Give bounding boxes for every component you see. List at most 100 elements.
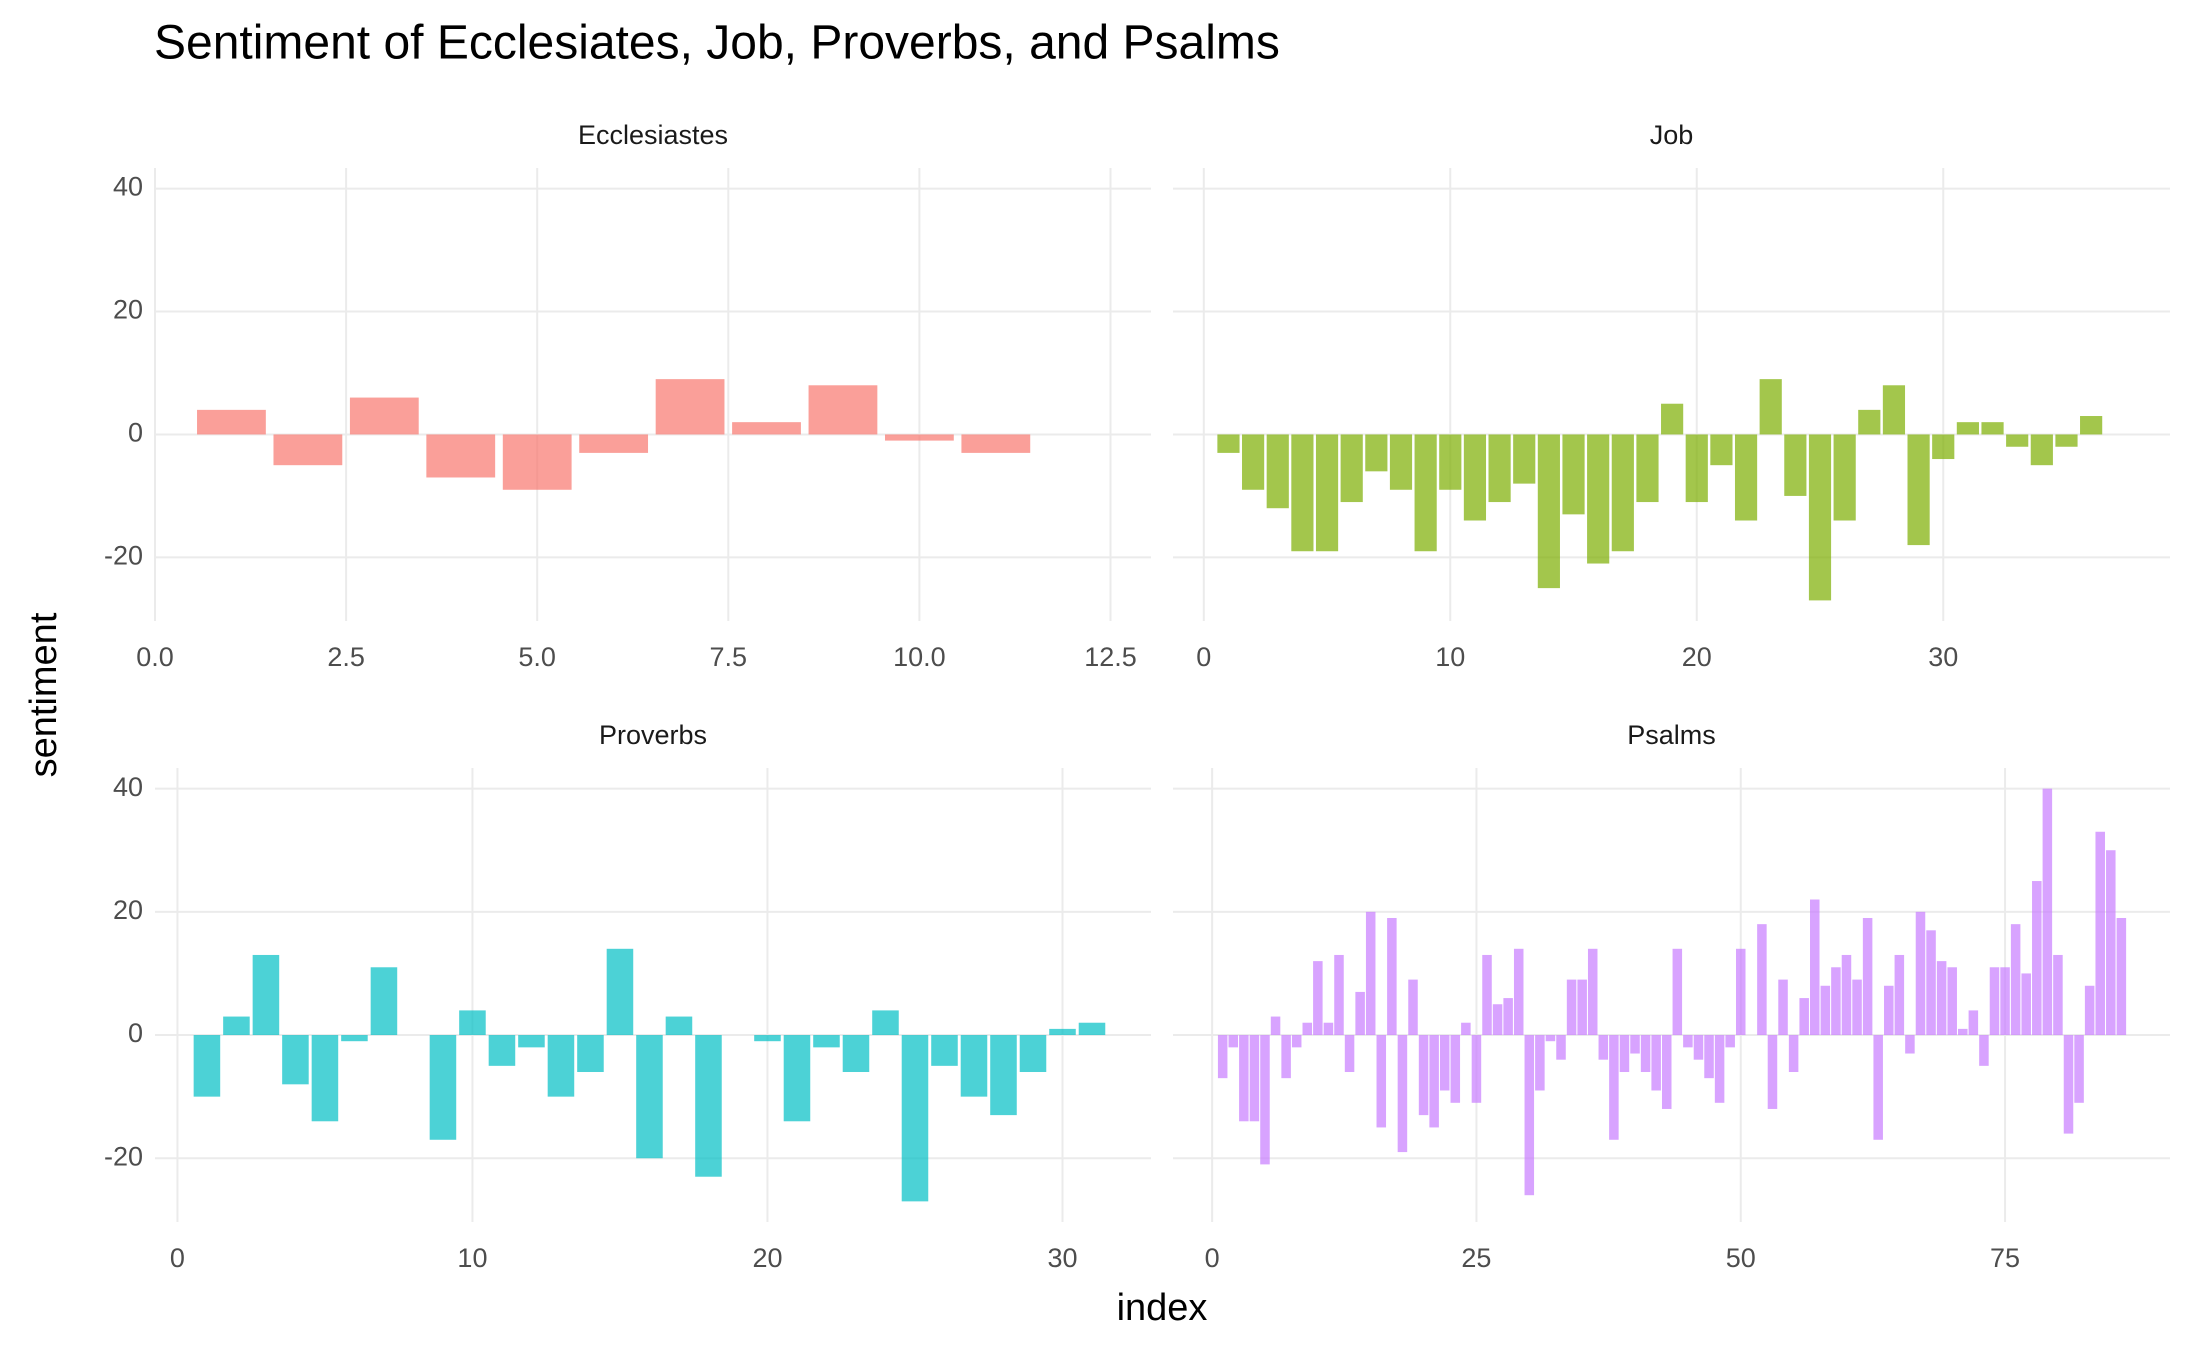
bar (518, 1035, 545, 1048)
bar (1884, 985, 1894, 1036)
x-tick-label: 2.5 (327, 642, 365, 672)
y-tick-label: -20 (104, 541, 143, 571)
bar (579, 434, 649, 453)
bar (1907, 434, 1930, 546)
bar (1799, 998, 1809, 1036)
bar (783, 1035, 811, 1122)
bar (1926, 930, 1936, 1036)
bar (1936, 961, 1947, 1036)
bar (341, 1035, 368, 1042)
y-axis-title: sentiment (23, 612, 65, 777)
bar (1344, 1035, 1355, 1073)
bar (1217, 434, 1240, 453)
bar (1810, 899, 1820, 1036)
x-tick-label: 5.0 (518, 642, 556, 672)
bar (1429, 1035, 1439, 1128)
bar (311, 1035, 339, 1122)
bar (1759, 379, 1782, 435)
bar (1767, 1035, 1778, 1109)
bar (1389, 434, 1413, 490)
bar (1323, 1022, 1334, 1036)
bar (1833, 434, 1856, 521)
y-tick-label: 20 (113, 295, 143, 325)
bar (429, 1035, 457, 1140)
bar (1947, 967, 1957, 1036)
bar (1661, 1035, 1672, 1109)
bar (502, 434, 572, 490)
y-tick-label: 40 (113, 772, 143, 802)
x-tick-label: 12.5 (1084, 642, 1137, 672)
bar (2055, 434, 2078, 447)
bar (1463, 434, 1487, 521)
bar (2080, 416, 2103, 435)
bar (2030, 434, 2053, 466)
bar (1266, 434, 1289, 509)
bar (1932, 434, 1955, 460)
bar (695, 1035, 722, 1177)
bar (636, 1035, 663, 1159)
bar (1566, 979, 1577, 1036)
bar (1685, 434, 1708, 503)
bar (1968, 1010, 1979, 1036)
bar (1545, 1035, 1556, 1042)
bar (1788, 1035, 1799, 1073)
bar (1609, 1035, 1619, 1140)
bar (252, 954, 280, 1036)
bar (1651, 1035, 1661, 1091)
bar (1989, 967, 2000, 1036)
bar (1408, 979, 1418, 1036)
bar (1302, 1022, 1313, 1036)
bar (872, 1010, 899, 1036)
bar (1524, 1035, 1535, 1196)
bar (1439, 434, 1462, 490)
bar (1376, 1035, 1387, 1128)
bar (1535, 1035, 1545, 1091)
bar (1471, 1035, 1482, 1103)
panel-title: Proverbs (599, 720, 707, 750)
bar (2053, 954, 2063, 1036)
bar (1492, 1004, 1503, 1036)
bar (842, 1035, 870, 1073)
bar (426, 434, 496, 478)
panel-title: Job (1650, 120, 1694, 150)
bar (1587, 948, 1598, 1036)
bar (1414, 434, 1437, 552)
bar (193, 1035, 221, 1097)
bar (884, 434, 954, 441)
x-tick-label: 10 (1435, 642, 1465, 672)
bar (488, 1035, 516, 1066)
bar (273, 434, 343, 466)
bar (1365, 911, 1376, 1036)
bar (1704, 1035, 1714, 1079)
x-tick-label: 50 (1726, 1243, 1756, 1273)
bar (931, 1035, 958, 1066)
bar (754, 1035, 781, 1042)
bar (1915, 911, 1926, 1036)
bar (1315, 434, 1339, 552)
x-tick-label: 0 (1205, 1243, 1220, 1273)
y-tick-label: 40 (113, 172, 143, 202)
bar (1841, 954, 1852, 1036)
y-tick-label: 0 (128, 1018, 143, 1048)
bar (1078, 1022, 1106, 1036)
x-tick-label: 20 (752, 1243, 782, 1273)
bar (1260, 1035, 1270, 1165)
bar (1778, 979, 1788, 1036)
bar (1672, 948, 1683, 1036)
bar (2084, 985, 2095, 1036)
bar (1757, 924, 1767, 1036)
bar (1281, 1035, 1291, 1079)
bar (2021, 973, 2031, 1036)
bar (1503, 998, 1513, 1036)
x-tick-label: 10 (457, 1243, 487, 1273)
bar (1661, 403, 1684, 435)
bar (1862, 917, 1873, 1036)
bar (2042, 788, 2053, 1036)
bar (1482, 954, 1492, 1036)
bar (1619, 1035, 1630, 1073)
bar (606, 948, 634, 1036)
bar (1397, 1035, 1408, 1153)
bar (1714, 1035, 1725, 1103)
bar (1537, 434, 1560, 589)
bar (1630, 1035, 1640, 1054)
